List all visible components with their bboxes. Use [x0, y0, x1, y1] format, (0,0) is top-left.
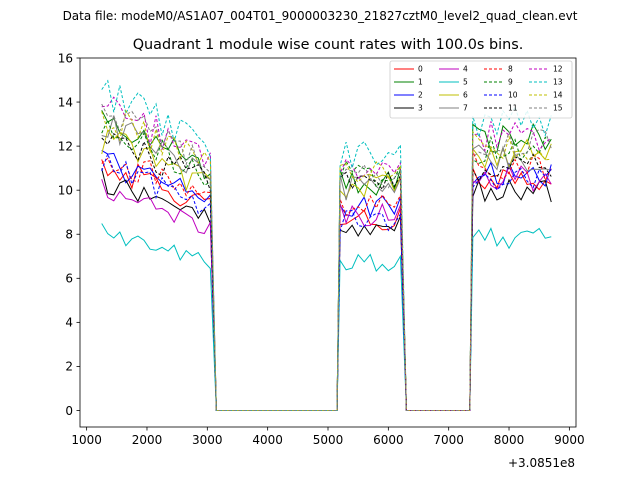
- y-tick-label: 12: [58, 139, 73, 153]
- legend-label-5: 5: [463, 78, 468, 87]
- y-tick-label: 10: [58, 183, 73, 197]
- plot-area: [79, 57, 577, 428]
- legend-label-13: 13: [553, 78, 563, 87]
- legend-label-9: 9: [508, 78, 513, 87]
- x-tick-label: 6000: [373, 433, 404, 447]
- x-tick-label: 8000: [494, 433, 525, 447]
- y-tick-label: 8: [65, 228, 73, 242]
- legend-label-11: 11: [508, 104, 518, 113]
- series-line-14: [101, 109, 552, 411]
- y-tick-label: 0: [65, 404, 73, 418]
- series-line-12: [101, 96, 552, 411]
- chart-title: Quadrant 1 module wise count rates with …: [133, 37, 524, 53]
- y-axis: 0 2 4 6 8 10 12 14 16: [58, 51, 80, 418]
- series-line-9: [101, 118, 552, 411]
- legend-label-14: 14: [553, 91, 563, 100]
- x-tick-label: 4000: [252, 433, 283, 447]
- x-tick-label: 5000: [313, 433, 344, 447]
- legend-label-8: 8: [508, 65, 513, 74]
- legend-label-0: 0: [418, 65, 423, 74]
- x-tick-label: 7000: [433, 433, 464, 447]
- x-tick-label: 9000: [554, 433, 585, 447]
- legend-label-1: 1: [418, 78, 423, 87]
- x-tick-label: 2000: [132, 433, 163, 447]
- figure-suptitle: Data file: modeM0/AS1A07_004T01_90000032…: [63, 9, 578, 23]
- y-tick-label: 14: [58, 95, 73, 109]
- legend-label-7: 7: [463, 104, 468, 113]
- legend-frame: [389, 60, 573, 119]
- legend-label-10: 10: [508, 91, 518, 100]
- x-axis-offset-label: +3.0851e8: [508, 456, 575, 470]
- x-tick-label: 1000: [71, 433, 102, 447]
- x-axis: 1000 2000 3000 4000 5000 6000 7000 8000 9000: [71, 427, 585, 447]
- y-tick-label: 4: [65, 316, 73, 330]
- y-tick-label: 16: [58, 51, 73, 65]
- legend-label-12: 12: [553, 65, 563, 74]
- legend-label-2: 2: [418, 91, 423, 100]
- legend-label-6: 6: [463, 91, 468, 100]
- legend-label-3: 3: [418, 104, 423, 113]
- series-line-15: [101, 103, 552, 411]
- y-tick-label: 6: [65, 272, 73, 286]
- y-tick-label: 2: [65, 360, 73, 374]
- legend-label-4: 4: [463, 65, 468, 74]
- series-layer: [101, 79, 552, 411]
- plot-background: [80, 58, 576, 427]
- legend-label-15: 15: [553, 104, 563, 113]
- x-tick-label: 3000: [192, 433, 223, 447]
